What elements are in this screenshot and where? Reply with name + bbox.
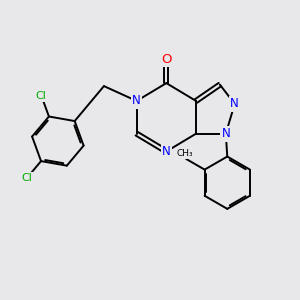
Text: CH₃: CH₃: [176, 149, 193, 158]
Text: O: O: [161, 53, 172, 66]
Text: Cl: Cl: [36, 91, 47, 100]
Text: N: N: [132, 94, 141, 107]
Text: Cl: Cl: [21, 173, 32, 183]
Text: N: N: [230, 98, 239, 110]
Text: N: N: [162, 145, 171, 158]
Text: N: N: [221, 127, 230, 140]
